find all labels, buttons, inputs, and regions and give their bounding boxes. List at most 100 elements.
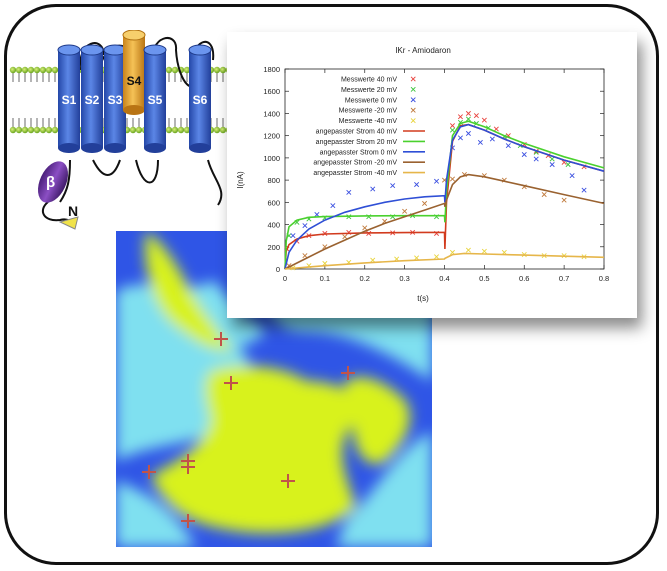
x-tick-label: 0.1 (320, 274, 330, 283)
data-point (465, 116, 471, 122)
singularity-marker (281, 474, 295, 488)
segment-s4: S4 (122, 29, 146, 115)
data-point (549, 162, 555, 168)
data-point (481, 117, 487, 123)
x-tick-label: 0.5 (479, 274, 489, 283)
data-point (457, 135, 463, 141)
y-tick-label: 200 (267, 243, 280, 252)
series-line (284, 123, 605, 270)
legend-label: Messwerte -40 mV (339, 118, 398, 125)
data-point (449, 127, 455, 133)
data-point (477, 139, 483, 145)
legend-label: Messwerte -20 mV (339, 108, 398, 115)
phase-singularity-markers (142, 332, 355, 528)
data-point (302, 253, 308, 259)
y-tick-label: 800 (267, 176, 280, 185)
x-tick-label: 0.7 (559, 274, 569, 283)
segment-s2: S2 (80, 44, 104, 153)
data-point (549, 156, 555, 162)
data-point (449, 176, 455, 182)
data-point (302, 223, 308, 229)
legend-label: angepasster Strom -40 mV (313, 170, 397, 177)
singularity-marker (181, 460, 195, 474)
data-point (565, 162, 571, 168)
channel-svg: S1 S2 S3 S4 S5 S6 β N (9, 29, 257, 230)
data-point (414, 182, 420, 188)
singularity-marker (181, 514, 195, 528)
x-tick-label: 0.2 (360, 274, 370, 283)
data-point (541, 192, 547, 198)
data-point (434, 254, 440, 260)
data-point (481, 248, 487, 254)
data-point (521, 152, 527, 158)
series-line (284, 252, 605, 270)
segment-label: S5 (148, 93, 163, 107)
legend-label: Messwerte 40 mV (341, 77, 397, 84)
data-point (362, 225, 368, 231)
data-point (465, 130, 471, 136)
legend-label: angepasster Strom 0 mV (320, 149, 398, 156)
data-point (533, 156, 539, 162)
data-point (493, 126, 499, 132)
segment-s3: S3 (103, 44, 127, 153)
y-tick-label: 1800 (263, 65, 280, 74)
segment-s5: S5 (143, 44, 167, 153)
series-line (284, 173, 605, 270)
data-point (449, 123, 455, 129)
data-point (465, 247, 471, 253)
data-point (330, 203, 336, 209)
data-point (581, 187, 587, 193)
data-point (457, 114, 463, 120)
y-tick-label: 1000 (263, 154, 280, 163)
data-point (314, 212, 320, 218)
y-axis-label: I(nA) (236, 171, 245, 189)
legend-swatch (410, 118, 416, 124)
n-terminus-icon (58, 216, 79, 230)
x-tick-label: 0.3 (399, 274, 409, 283)
segment-label: S6 (193, 93, 208, 107)
data-point (290, 233, 296, 239)
y-tick-label: 600 (267, 198, 280, 207)
y-tick-label: 1200 (263, 132, 280, 141)
data-point (370, 186, 376, 192)
current-chart: IKr - Amiodaron t(s) I(nA) 0 0.1 0.2 0.3 0.4… (236, 46, 609, 303)
singularity-marker (142, 465, 156, 479)
y-tick-label: 400 (267, 221, 280, 230)
x-tick-label: 0.6 (519, 274, 529, 283)
simulation-waves (116, 231, 432, 547)
legend-swatch (410, 107, 416, 113)
data-point (569, 173, 575, 179)
chart-title: IKr - Amiodaron (395, 46, 451, 55)
segment-label: S1 (62, 93, 77, 107)
transmembrane-segments: S1 S2 S3 S4 S5 S6 (57, 29, 212, 153)
x-tick-label: 0 (283, 274, 287, 283)
data-point (473, 113, 479, 119)
legend-label: Messwerte 0 mV (345, 97, 397, 104)
data-point (342, 234, 348, 240)
current-chart-panel: IKr - Amiodaron t(s) I(nA) 0 0.1 0.2 0.3 0.4… (227, 32, 637, 318)
legend-label: angepasster Strom -20 mV (313, 160, 397, 167)
singularity-marker (224, 376, 238, 390)
data-point (434, 178, 440, 184)
legend-swatch (410, 86, 416, 92)
data-point (489, 136, 495, 142)
beta-label: β (46, 174, 55, 191)
segment-s6: S6 (188, 44, 212, 153)
data-point (390, 183, 396, 189)
legend-swatch (410, 76, 416, 82)
singularity-marker (341, 366, 355, 380)
segment-s1: S1 (57, 44, 81, 153)
series-line (284, 120, 605, 270)
data-point (465, 110, 471, 116)
data-point (422, 200, 428, 206)
ion-channel-diagram: S1 S2 S3 S4 S5 S6 β N (8, 29, 258, 245)
data-point (561, 197, 567, 203)
data-point (346, 189, 352, 195)
segment-label: S4 (127, 74, 142, 88)
beta-subunit-icon (37, 161, 69, 203)
x-tick-label: 0.4 (439, 274, 449, 283)
segment-label: S2 (85, 93, 100, 107)
data-point (402, 208, 408, 214)
y-tick-label: 0 (276, 265, 280, 274)
n-terminus-label: N (68, 203, 78, 219)
